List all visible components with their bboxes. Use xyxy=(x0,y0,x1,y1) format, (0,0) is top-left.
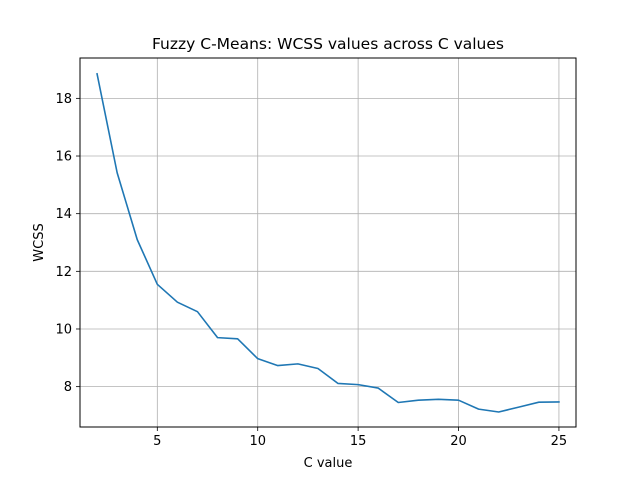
tick-labels: 5 10 15 20 25 8 10 12 14 16 18 xyxy=(55,92,567,449)
wcss-series-line xyxy=(96,72,560,413)
x-tick-label: 10 xyxy=(249,434,266,449)
y-axis-label: WCSS xyxy=(32,223,47,261)
chart-title: Fuzzy C-Means: WCSS values across C valu… xyxy=(152,35,504,53)
x-tick-label: 15 xyxy=(350,434,367,449)
x-axis-label: C value xyxy=(304,456,353,471)
x-tick-label: 5 xyxy=(153,434,161,449)
x-tick-label: 25 xyxy=(551,434,568,449)
y-tick-label: 8 xyxy=(64,380,72,395)
y-tick-label: 16 xyxy=(55,150,72,165)
y-tick-label: 18 xyxy=(55,92,72,107)
y-tick-label: 10 xyxy=(55,322,72,337)
x-tick-label: 20 xyxy=(450,434,467,449)
tick-marks xyxy=(76,97,560,431)
plot-frame xyxy=(79,57,577,428)
grid-lines xyxy=(80,58,576,427)
y-tick-label: 14 xyxy=(55,207,72,222)
y-tick-label: 12 xyxy=(55,265,72,280)
series-layer xyxy=(96,72,560,413)
